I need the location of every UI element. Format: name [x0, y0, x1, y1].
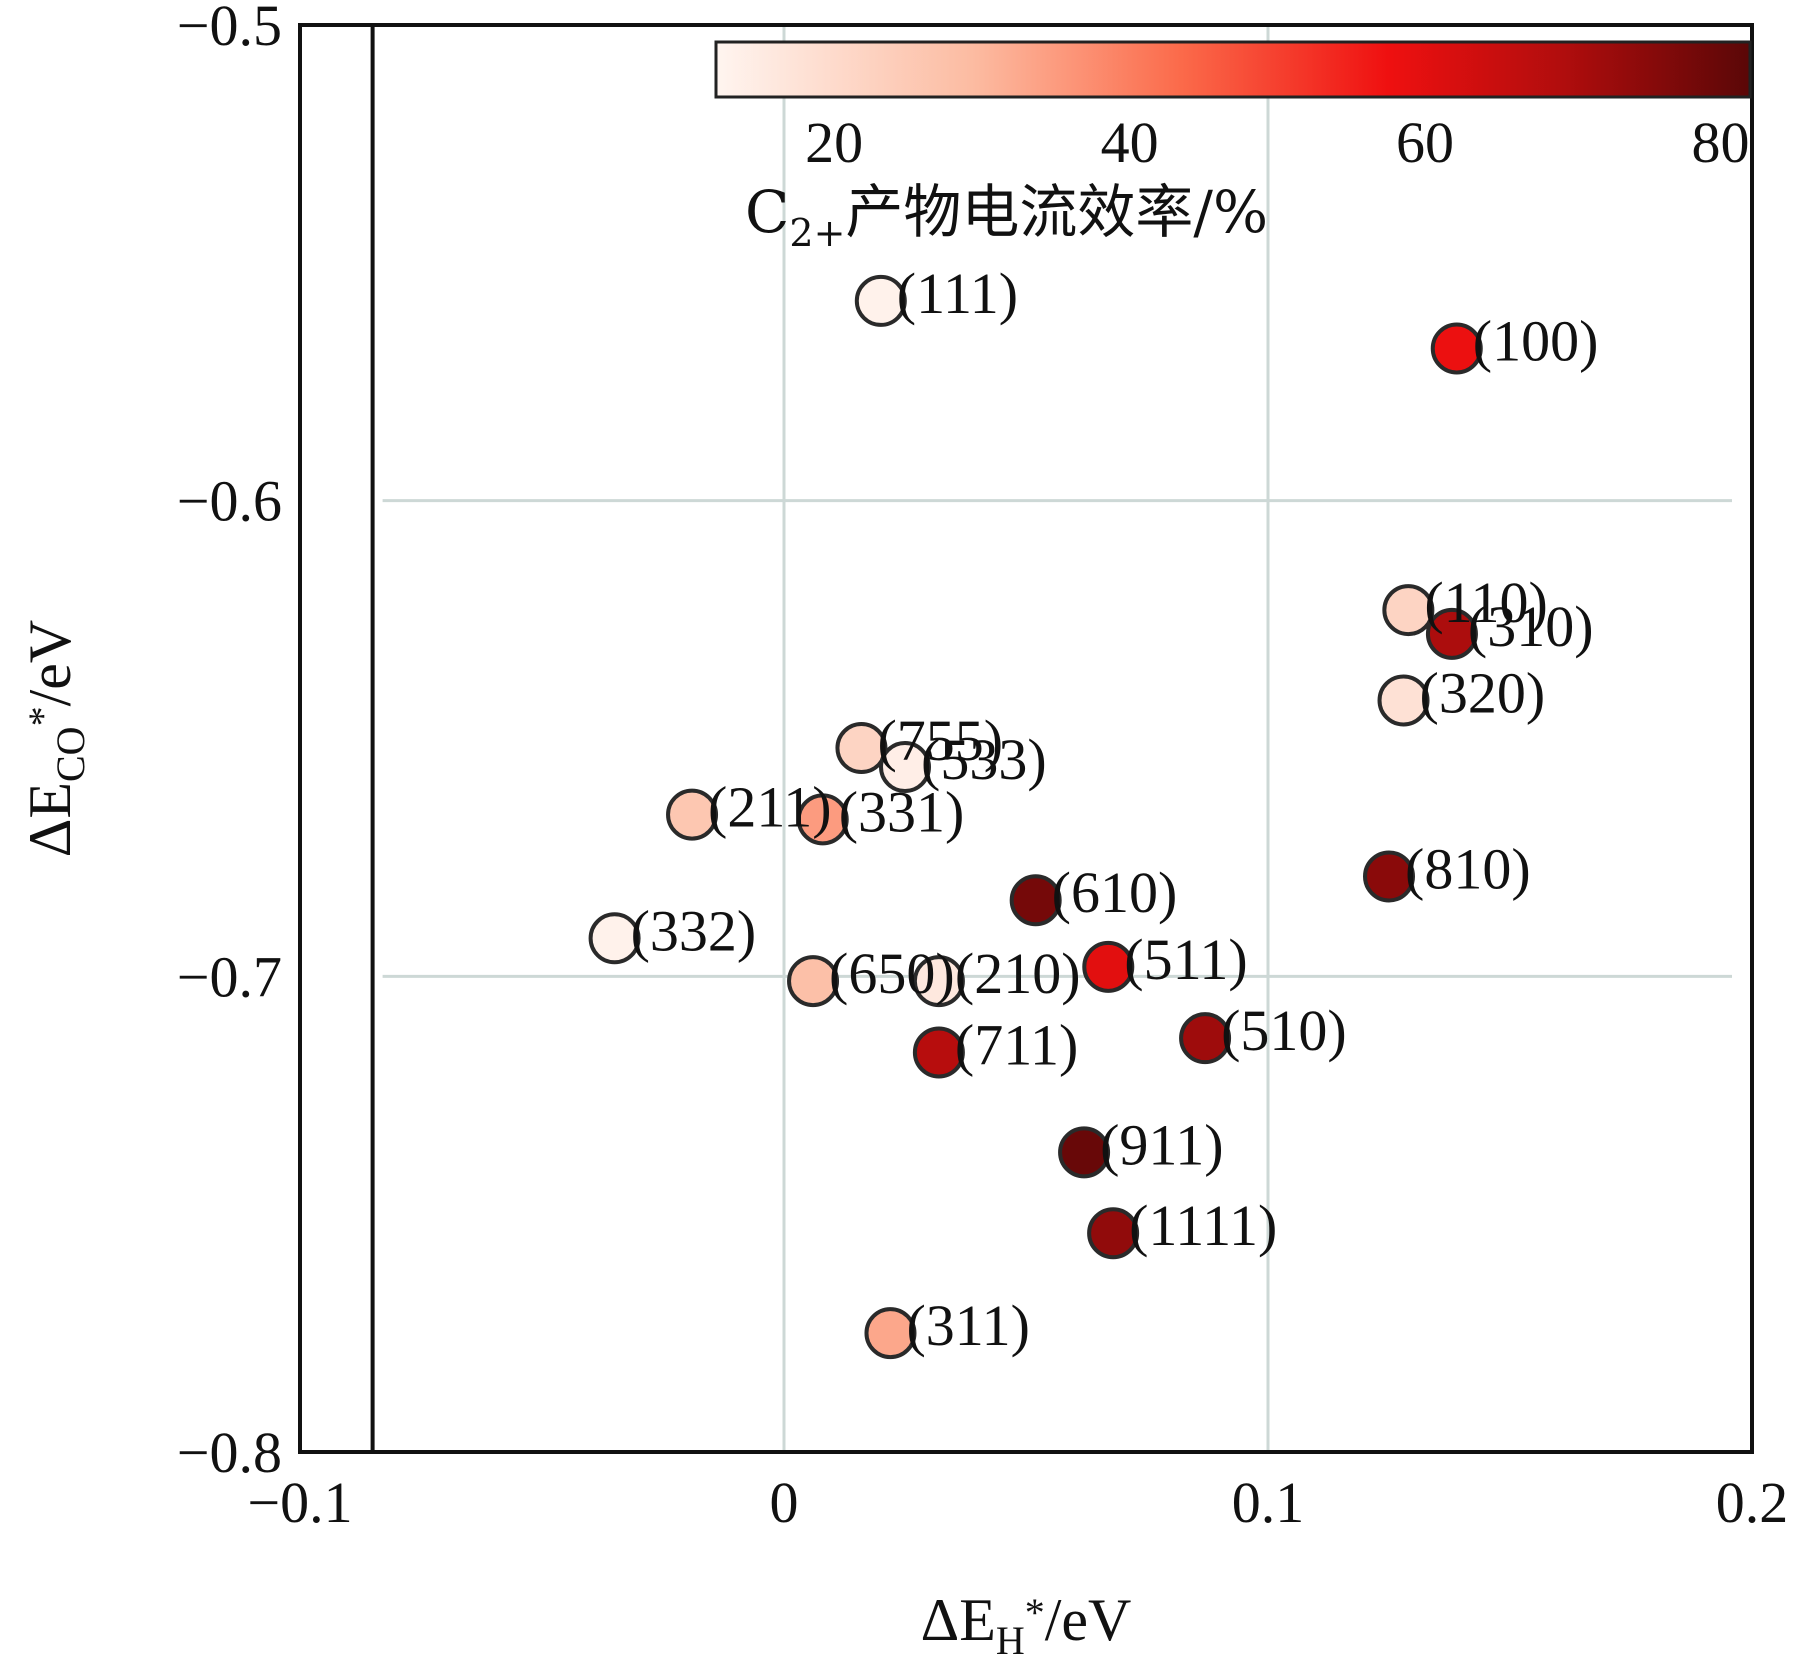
x-axis-title: ΔEH*/eV — [921, 1587, 1132, 1663]
colorbar-title: C2+产物电流效率/% — [745, 178, 1268, 255]
data-points — [588, 274, 1483, 1360]
point-label: (331) — [839, 779, 965, 844]
data-point — [854, 274, 907, 327]
point-label: (210) — [955, 941, 1081, 1006]
data-point — [1430, 322, 1483, 375]
colorbar-tick-label: 60 — [1396, 110, 1454, 175]
data-point — [787, 955, 840, 1008]
colorbar: 20 40 60 80 C2+产物电流效率/% — [714, 40, 1752, 255]
point-label: (911) — [1100, 1112, 1223, 1177]
point-label: (755) — [877, 708, 1003, 773]
point-label: (110) — [1424, 570, 1547, 635]
data-point — [796, 793, 849, 846]
data-point — [1058, 1126, 1111, 1179]
y-axis-title: ΔECO*/eV — [17, 620, 93, 857]
data-point — [864, 1307, 917, 1360]
point-label: (311) — [906, 1293, 1029, 1358]
plot-frame — [298, 23, 1754, 1454]
point-label: (100) — [1473, 308, 1599, 373]
point-label: (1111) — [1129, 1193, 1277, 1258]
data-point — [1377, 674, 1430, 727]
y-tick-label: −0.8 — [177, 1420, 282, 1485]
x-tick-label: 0.1 — [1232, 1470, 1305, 1535]
point-label: (211) — [708, 775, 831, 840]
data-point — [588, 912, 641, 965]
data-point — [1382, 584, 1435, 637]
colorbar-gradient — [714, 40, 1752, 99]
data-point — [1363, 850, 1415, 903]
data-point — [912, 955, 965, 1008]
grid-lines — [382, 25, 1732, 1452]
colorbar-tick-label: 80 — [1691, 110, 1749, 175]
point-label: (711) — [955, 1012, 1078, 1077]
y-tick-labels: −0.8 −0.7 −0.6 −0.5 — [177, 0, 282, 1485]
y-tick-label: −0.6 — [177, 469, 282, 534]
point-label: (533) — [921, 727, 1047, 792]
point-labels: (111) (100) (110)(310)(320) (755)(533) (211)… — [631, 261, 1599, 1358]
point-label: (650) — [829, 941, 955, 1006]
data-point — [666, 788, 719, 841]
point-label: (511) — [1124, 927, 1247, 992]
y-tick-label: −0.7 — [177, 944, 282, 1009]
point-label: (310) — [1468, 594, 1594, 659]
data-point — [1179, 1012, 1232, 1065]
data-point — [879, 741, 931, 794]
data-point — [1087, 1207, 1140, 1260]
data-point — [1082, 940, 1135, 993]
x-tick-label: 0 — [770, 1470, 799, 1535]
data-point — [1009, 874, 1062, 927]
data-point — [912, 1026, 965, 1079]
colorbar-ticks: 20 40 60 80 — [805, 110, 1749, 175]
point-label: (320) — [1420, 660, 1546, 725]
point-label: (810) — [1405, 836, 1531, 901]
point-label: (610) — [1052, 860, 1178, 925]
data-point — [1425, 607, 1478, 660]
colorbar-tick-label: 40 — [1101, 110, 1159, 175]
x-tick-label: −0.1 — [247, 1470, 352, 1535]
x-tick-label: 0.2 — [1716, 1470, 1789, 1535]
point-label: (332) — [631, 898, 757, 963]
y-tick-label: −0.5 — [177, 0, 282, 58]
x-tick-labels: −0.1 0 0.1 0.2 — [247, 1470, 1788, 1535]
point-label: (510) — [1221, 998, 1347, 1063]
colorbar-tick-label: 20 — [805, 110, 863, 175]
point-label: (111) — [897, 261, 1018, 326]
data-point — [835, 722, 888, 775]
